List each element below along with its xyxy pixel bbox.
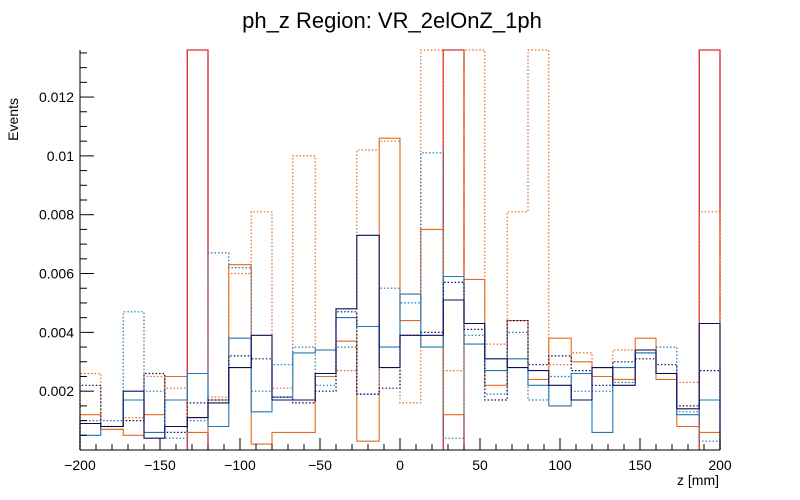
x-tick-label: −100	[224, 457, 256, 473]
histogram-series-7	[79, 281, 721, 450]
x-tick-label: 0	[396, 457, 404, 473]
x-tick-label: 100	[548, 457, 572, 473]
histogram-series-group	[79, 49, 721, 451]
x-tick-label: −150	[144, 457, 176, 473]
x-tick-label: −50	[308, 457, 332, 473]
y-tick-label: 0.008	[39, 207, 74, 223]
x-axis-label: z [mm]	[677, 472, 719, 488]
x-tick-label: 200	[708, 457, 732, 473]
x-tick-label: −200	[64, 457, 96, 473]
x-tick-label: 150	[628, 457, 652, 473]
y-tick-label: 0.004	[39, 324, 74, 340]
axes-group: −200 −150 −100 −50 0 50 100 150 200 0.002 0.004 0.0…	[39, 50, 732, 473]
y-tick-label: 0.002	[39, 383, 74, 399]
histogram-series-6	[79, 234, 721, 450]
y-tick-label: 0.012	[39, 89, 74, 105]
y-axis-label: Events	[5, 98, 21, 141]
chart-title: ph_z Region: VR_2elOnZ_1ph	[242, 8, 542, 33]
y-tick-label: 0.006	[39, 266, 74, 282]
y-tick-label: 0.01	[47, 148, 74, 164]
x-tick-label: 50	[472, 457, 488, 473]
